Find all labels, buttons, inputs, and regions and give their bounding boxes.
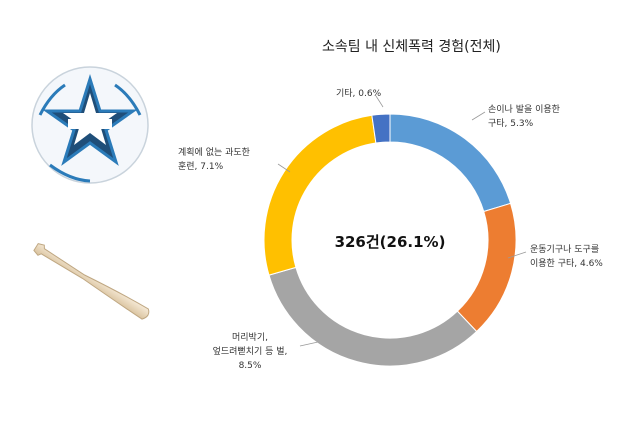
center-total-label: 326건(26.1%) (335, 233, 446, 251)
leader-line (507, 251, 527, 259)
soccer-ball-illustration (20, 55, 160, 195)
leader-line (471, 111, 486, 121)
leader-line (299, 341, 319, 347)
chart-title: 소속팀 내 신체폭력 경험(전체) (322, 39, 501, 55)
slice-label-line: 8.5% (239, 361, 262, 371)
slice-label-line: 운동기구나 도구를 (530, 244, 599, 255)
slice-label-line: 손이나 발을 이용한 (488, 104, 560, 115)
slice-label-line: 엎드려뻗치기 등 벌, (213, 345, 288, 357)
slice-label-line: 구타, 5.3% (488, 118, 534, 129)
leader-line (277, 163, 291, 173)
slice-label-line: 머리박기, (232, 332, 268, 343)
donut-slice (268, 266, 478, 367)
donut-slice (371, 113, 391, 144)
leader-line (375, 95, 384, 108)
slice-label: 기타, 0.6% (336, 88, 382, 99)
slice-label: 머리박기, 엎드려뻗치기 등 벌, 8.5% (213, 332, 288, 371)
baseball-bat-illustration (22, 232, 162, 332)
slice-label-line: 이용한 구타, 4.6% (530, 258, 603, 269)
donut-slice (263, 114, 377, 276)
slice-label-line: 기타, 0.6% (336, 88, 382, 99)
donut-slice (456, 202, 517, 333)
slice-label-line: 훈련, 7.1% (178, 160, 224, 172)
slice-label-line: 계획에 없는 과도한 (178, 146, 250, 158)
